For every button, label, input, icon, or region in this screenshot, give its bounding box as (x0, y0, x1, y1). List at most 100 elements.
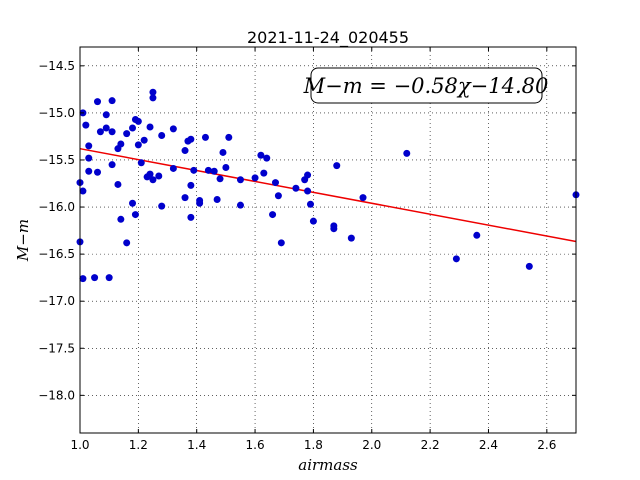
fit-line (79, 147, 577, 243)
data-point (251, 174, 259, 182)
y-tick-label: −17.0 (38, 294, 75, 308)
y-tick-label: −16.5 (38, 247, 75, 261)
data-point (403, 149, 411, 157)
data-point (359, 194, 367, 202)
data-point (219, 148, 227, 156)
data-point (306, 200, 314, 208)
data-point (129, 199, 137, 207)
data-point (149, 88, 157, 96)
data-point (149, 94, 157, 102)
data-point (102, 111, 110, 119)
gridlines (79, 47, 576, 433)
x-tick-label: 1.8 (304, 438, 323, 452)
data-point (277, 239, 285, 247)
data-point (333, 162, 341, 170)
data-point (525, 262, 533, 270)
data-point (134, 117, 142, 125)
data-point (304, 187, 312, 195)
data-point (236, 201, 244, 209)
data-point (309, 217, 317, 225)
data-point (271, 179, 279, 187)
x-tick-labels: 1.0 1.2 1.4 1.6 1.8 2.0 2.2 2.4 2.6 (70, 438, 556, 452)
data-point (134, 141, 142, 149)
data-point (210, 167, 218, 175)
fit-line-group (79, 147, 577, 243)
axis-ticks (79, 47, 576, 433)
data-point (222, 164, 230, 172)
data-point (102, 124, 110, 132)
data-point (85, 142, 93, 150)
x-tick-label: 2.4 (479, 438, 498, 452)
fit-equation: M−m = −0.58χ−14.80 (303, 74, 549, 98)
data-point (149, 176, 157, 184)
data-point (85, 154, 93, 162)
data-point (129, 124, 137, 132)
data-point (304, 171, 312, 179)
x-tick-label: 2.6 (537, 438, 556, 452)
data-point (169, 164, 177, 172)
data-point (213, 196, 221, 204)
data-point (263, 154, 271, 162)
data-point (347, 234, 355, 242)
data-point (146, 123, 154, 131)
data-points (76, 88, 580, 283)
data-point (158, 202, 166, 210)
data-point (269, 211, 277, 219)
data-point (108, 128, 116, 136)
data-point (131, 211, 139, 219)
x-tick-label: 1.0 (70, 438, 89, 452)
y-tick-label: −16.0 (38, 200, 75, 214)
data-point (257, 151, 265, 159)
x-tick-label: 1.4 (187, 438, 206, 452)
x-tick-label: 1.2 (129, 438, 148, 452)
y-tick-label: −17.5 (38, 341, 75, 355)
data-point (204, 166, 212, 174)
data-point (123, 130, 131, 138)
data-point (123, 239, 131, 247)
data-point (117, 140, 125, 148)
data-point (181, 147, 189, 155)
data-point (181, 194, 189, 202)
data-point (140, 136, 148, 144)
data-point (82, 121, 90, 129)
data-point (79, 187, 87, 195)
data-point (96, 128, 104, 136)
chart-title: 2021-11-24_020455 (247, 28, 409, 48)
y-tick-label: −14.5 (38, 59, 75, 73)
data-point (94, 168, 102, 176)
data-point (292, 184, 300, 192)
data-point (158, 131, 166, 139)
y-tick-labels: −14.5 −15.0 −15.5 −16.0 −16.5 −17.0 −17.5 −18.0 (38, 59, 75, 403)
data-point (452, 255, 460, 263)
data-point (108, 97, 116, 105)
data-point (146, 170, 154, 178)
data-point (108, 161, 116, 169)
data-point (187, 213, 195, 221)
data-point (85, 167, 93, 175)
x-tick-label: 2.0 (362, 438, 381, 452)
data-point (196, 199, 204, 207)
x-tick-label: 1.6 (246, 438, 265, 452)
data-point (94, 98, 102, 106)
y-tick-label: −18.0 (38, 388, 75, 402)
data-point (91, 274, 99, 282)
data-point (274, 192, 282, 200)
annotation-box (310, 67, 543, 104)
data-point (117, 215, 125, 223)
data-point (169, 125, 177, 133)
data-point (236, 176, 244, 184)
data-point (190, 166, 198, 174)
data-point (155, 172, 163, 180)
data-point (201, 133, 209, 141)
data-point (216, 175, 224, 183)
x-axis-label: airmass (298, 456, 358, 474)
data-point (473, 231, 481, 239)
plot-frame (79, 46, 577, 434)
data-point (187, 181, 195, 189)
data-point (187, 135, 195, 143)
data-point (137, 159, 145, 167)
data-point (225, 133, 233, 141)
y-tick-label: −15.0 (38, 106, 75, 120)
fit-annotation: M−m = −0.58χ−14.80 (303, 67, 549, 104)
